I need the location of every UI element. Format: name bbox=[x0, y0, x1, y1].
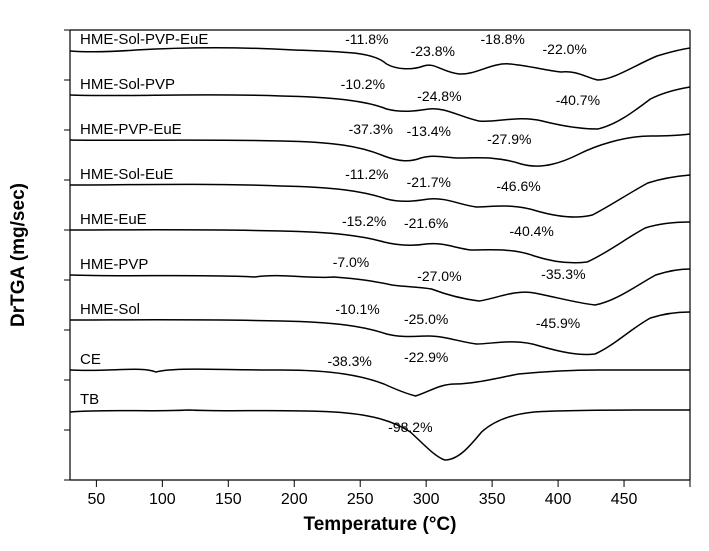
series-curve bbox=[70, 312, 690, 355]
series-curve-group bbox=[70, 410, 690, 460]
x-axis-title: Temperature (°C) bbox=[304, 514, 457, 535]
x-tick-label: 250 bbox=[347, 491, 374, 508]
series-curve bbox=[70, 269, 690, 305]
value-label: -27.9% bbox=[487, 131, 531, 147]
series-label: CE bbox=[80, 351, 101, 368]
value-label: -23.8% bbox=[411, 43, 455, 59]
value-label: -45.9% bbox=[536, 315, 580, 331]
value-label: -35.3% bbox=[541, 266, 585, 282]
x-tick-label: 350 bbox=[479, 491, 506, 508]
series-curve-group bbox=[70, 369, 690, 396]
y-axis-title: DrTGA (mg/sec) bbox=[8, 183, 29, 327]
series-label: HME-Sol-EuE bbox=[80, 166, 173, 183]
x-tick-label: 50 bbox=[87, 491, 105, 508]
series-label: TB bbox=[80, 391, 99, 408]
series-label: HME-Sol-PVP-EuE bbox=[80, 31, 208, 48]
value-label: -98.2% bbox=[388, 419, 432, 435]
value-label: -38.3% bbox=[327, 353, 371, 369]
series-curve bbox=[70, 410, 690, 460]
value-label: -11.8% bbox=[345, 31, 388, 47]
value-label: -21.6% bbox=[404, 215, 448, 231]
x-tick-label: 450 bbox=[611, 491, 638, 508]
value-label: -22.9% bbox=[404, 349, 448, 365]
value-label: -10.2% bbox=[341, 76, 385, 92]
value-label: -13.4% bbox=[407, 123, 451, 139]
x-tick-label: 200 bbox=[281, 491, 308, 508]
value-label: -27.0% bbox=[417, 268, 461, 284]
value-label: -11.2% bbox=[345, 166, 388, 182]
value-label: -40.7% bbox=[556, 92, 600, 108]
x-tick-label: 150 bbox=[215, 491, 242, 508]
value-label: -18.8% bbox=[481, 31, 525, 47]
series-curve-group bbox=[70, 134, 690, 166]
x-tick-label: 400 bbox=[545, 491, 572, 508]
value-label: -10.1% bbox=[335, 301, 379, 317]
chart-svg: 50 100 150 200 250 300 350 400 450 Temperature (°… bbox=[0, 0, 709, 546]
value-label: -25.0% bbox=[404, 311, 448, 327]
series-curve-group bbox=[70, 312, 690, 355]
series-label: HME-PVP bbox=[80, 256, 148, 273]
value-label: -22.0% bbox=[543, 41, 587, 57]
series-curve bbox=[70, 134, 690, 166]
value-label: -7.0% bbox=[333, 254, 370, 270]
series-curve-group bbox=[70, 269, 690, 305]
x-tick-label: 100 bbox=[149, 491, 176, 508]
series-curve bbox=[70, 369, 690, 396]
value-label: -46.6% bbox=[496, 178, 540, 194]
drtga-chart: 50 100 150 200 250 300 350 400 450 Temperature (°… bbox=[0, 0, 709, 546]
value-label: -37.3% bbox=[349, 121, 393, 137]
series-label: HME-Sol bbox=[80, 301, 140, 318]
series-label: HME-EuE bbox=[80, 211, 147, 228]
value-label: -15.2% bbox=[342, 213, 386, 229]
x-tick-label: 300 bbox=[413, 491, 440, 508]
series-label: HME-Sol-PVP bbox=[80, 76, 175, 93]
value-label: -24.8% bbox=[417, 88, 461, 104]
value-label: -40.4% bbox=[510, 223, 554, 239]
series-label: HME-PVP-EuE bbox=[80, 121, 182, 138]
value-label: -21.7% bbox=[407, 174, 451, 190]
